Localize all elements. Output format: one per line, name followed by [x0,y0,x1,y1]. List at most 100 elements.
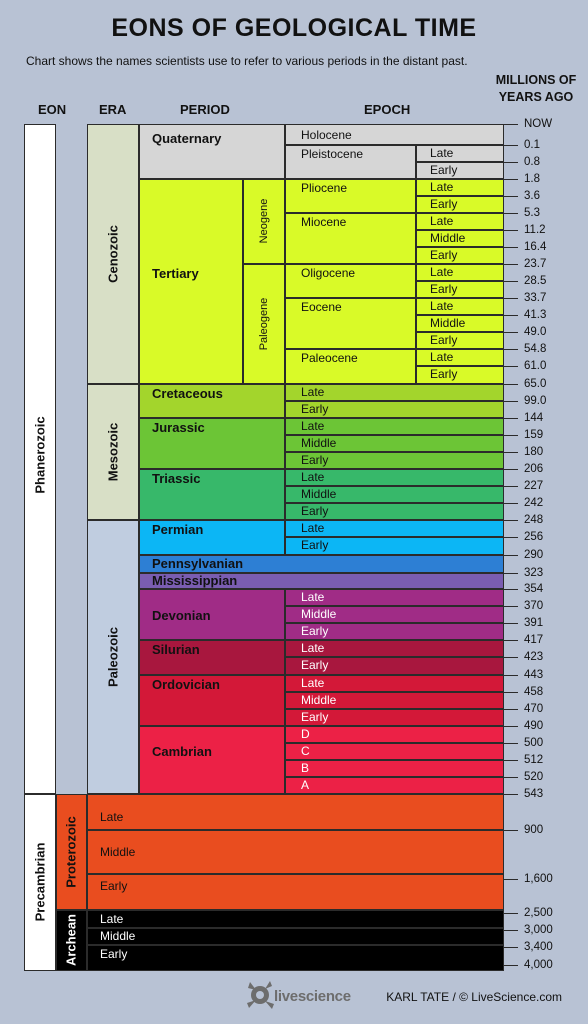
mya-tick [504,230,518,231]
credit: KARL TATE / © LiveScience.com [386,990,562,1004]
mya-tick [504,366,518,367]
mya-label: 500 [524,737,544,749]
archean-early [87,945,504,971]
epoch-subdivision-late-label: Late [430,180,454,194]
mya-label: 242 [524,497,544,509]
epoch-subdivision-middle-label: Middle [301,487,337,501]
mya-label: 11.2 [524,224,546,236]
period-triassic-label: Triassic [152,471,201,486]
eon-phanerozoic [24,124,56,794]
epoch-pliocene-label: Pliocene [301,181,348,195]
epoch-subdivision-early-label: Early [430,282,458,296]
mya-tick [504,503,518,504]
epoch-subdivision-d-label: D [301,727,310,741]
mya-label: 65.0 [524,378,547,390]
mya-tick [504,469,518,470]
mya-tick [504,162,518,163]
epoch-subdivision-middle-label: Middle [301,607,337,621]
epoch-eocene-label: Eocene [301,300,342,314]
mya-tick [504,726,518,727]
epoch-subdivision-late [285,640,504,657]
epoch-subdivision-late-label: Late [301,419,325,433]
mya-tick [504,213,518,214]
epoch-subdivision-early [285,657,504,675]
epoch-subdivision-middle-label: Middle [430,316,466,330]
epoch-subdivision-a-label: A [301,778,310,792]
epoch-oligocene-label: Oligocene [301,266,356,280]
period-triassic [139,469,285,520]
proterozoic-early-label: Early [100,879,128,893]
mya-label: 49.0 [524,326,547,338]
mya-tick [504,418,518,419]
mya-label: 0.8 [524,156,540,168]
mya-tick [504,401,518,402]
subperiod-neogene [243,179,285,264]
era-archean [56,910,87,971]
period-pennsylvanian-label: Pennsylvanian [152,556,244,571]
era-proterozoic [56,794,87,910]
epoch-subdivision-late [285,589,504,606]
epoch-pliocene [285,179,416,213]
mya-tick [504,298,518,299]
epoch-subdivision-early [416,196,504,213]
epoch-subdivision-d [285,726,504,743]
archean-middle [87,928,504,945]
epoch-subdivision-early-label: Early [301,453,329,467]
eon-phanerozoic-label: Phanerozoic [32,416,48,494]
epoch-holocene-label: Holocene [301,128,352,142]
mya-tick [504,965,518,966]
subperiod-neogene-label: Neogene [258,198,270,244]
epoch-subdivision-late [416,213,504,230]
epoch-subdivision-late-label: Late [301,590,325,604]
mya-label: 370 [524,600,544,612]
eon-precambrian-label: Precambrian [32,842,48,922]
mya-tick [504,179,518,180]
epoch-miocene [285,213,416,264]
epoch-subdivision-middle [416,315,504,332]
epoch-subdivision-early-label: Early [430,333,458,347]
period-devonian-label: Devonian [152,608,211,623]
mya-label: 290 [524,549,544,561]
epoch-subdivision-early-label: Early [301,624,329,638]
epoch-subdivision-middle [285,435,504,452]
mya-tick [504,486,518,487]
proterozoic-late-label: Late [100,810,124,824]
proterozoic-middle [87,830,504,874]
proterozoic-early [87,874,504,910]
mya-label: 323 [524,567,544,579]
epoch-subdivision-early-label: Early [301,504,329,518]
mya-label: NOW [524,118,553,130]
mya-label: 16.4 [524,241,547,253]
period-tertiary [139,179,243,384]
epoch-subdivision-late-label: Late [301,676,325,690]
period-devonian [139,589,285,640]
mya-label: 180 [524,446,544,458]
mya-tick [504,675,518,676]
epoch-subdivision-middle-label: Middle [301,693,337,707]
period-mississippian [139,573,504,589]
mya-label: 54.8 [524,343,547,355]
subperiod-paleogene-label: Paleogene [258,297,270,351]
mya-label: 248 [524,514,544,526]
mya-label: 512 [524,754,544,766]
period-permian-label: Permian [152,522,204,537]
mya-label: 443 [524,669,544,681]
mya-label: 28.5 [524,275,547,287]
epoch-subdivision-late [285,384,504,401]
mya-label: 256 [524,531,544,543]
epoch-subdivision-late-label: Late [301,641,325,655]
mya-label: 5.3 [524,207,540,219]
epoch-subdivision-early-label: Early [430,163,458,177]
mya-label: 61.0 [524,360,547,372]
era-cenozoic-label: Cenozoic [105,225,121,283]
epoch-subdivision-middle [285,486,504,503]
epoch-subdivision-late-label: Late [301,521,325,535]
mya-label: 458 [524,686,544,698]
era-paleozoic [87,520,139,794]
mya-tick [504,537,518,538]
period-tertiary-label: Tertiary [152,266,199,281]
epoch-subdivision-early-label: Early [430,197,458,211]
mya-label: 490 [524,720,544,732]
mya-tick [504,349,518,350]
mya-tick [504,913,518,914]
